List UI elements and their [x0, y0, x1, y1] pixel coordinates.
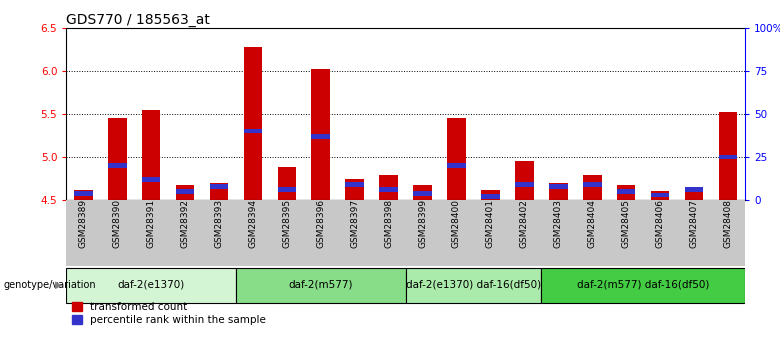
Bar — [278, 167, 296, 200]
Bar — [346, 179, 364, 200]
Bar — [685, 187, 704, 200]
Bar — [243, 129, 262, 134]
Bar — [74, 190, 93, 200]
Bar — [515, 161, 534, 200]
Bar — [651, 193, 669, 197]
Bar — [413, 185, 432, 200]
Bar — [718, 112, 737, 200]
Bar — [406, 268, 541, 303]
Bar — [583, 182, 601, 187]
Bar — [447, 118, 466, 200]
Bar — [583, 175, 601, 200]
Bar — [379, 187, 398, 192]
Bar — [243, 47, 262, 200]
Bar — [210, 184, 229, 189]
Bar — [210, 183, 229, 200]
Bar — [617, 189, 636, 194]
Bar — [311, 69, 330, 200]
Text: daf-2(m577): daf-2(m577) — [289, 280, 353, 290]
Bar — [617, 185, 636, 200]
Bar — [176, 189, 194, 194]
Bar — [108, 118, 126, 200]
Bar — [515, 182, 534, 187]
Bar — [142, 177, 161, 182]
Bar — [236, 268, 406, 303]
Bar — [651, 191, 669, 200]
Bar — [379, 175, 398, 200]
Bar — [278, 187, 296, 192]
Bar — [142, 110, 161, 200]
Bar — [549, 183, 568, 200]
Bar — [176, 185, 194, 200]
Bar — [685, 187, 704, 192]
Text: daf-2(e1370) daf-16(df50): daf-2(e1370) daf-16(df50) — [406, 280, 541, 290]
Bar — [481, 190, 500, 200]
Bar — [108, 163, 126, 168]
Text: daf-2(m577) daf-16(df50): daf-2(m577) daf-16(df50) — [577, 280, 709, 290]
Text: ▶: ▶ — [55, 280, 62, 290]
Legend: transformed count, percentile rank within the sample: transformed count, percentile rank withi… — [72, 302, 266, 325]
Text: daf-2(e1370): daf-2(e1370) — [118, 280, 185, 290]
Text: genotype/variation: genotype/variation — [4, 280, 97, 290]
Bar — [447, 163, 466, 168]
Bar — [66, 268, 236, 303]
Bar — [549, 184, 568, 189]
Bar — [541, 268, 745, 303]
Bar — [311, 134, 330, 139]
Bar — [481, 194, 500, 199]
Text: GDS770 / 185563_at: GDS770 / 185563_at — [66, 12, 210, 27]
Bar — [413, 191, 432, 196]
Bar — [74, 191, 93, 196]
Bar — [346, 182, 364, 187]
Bar — [718, 155, 737, 159]
